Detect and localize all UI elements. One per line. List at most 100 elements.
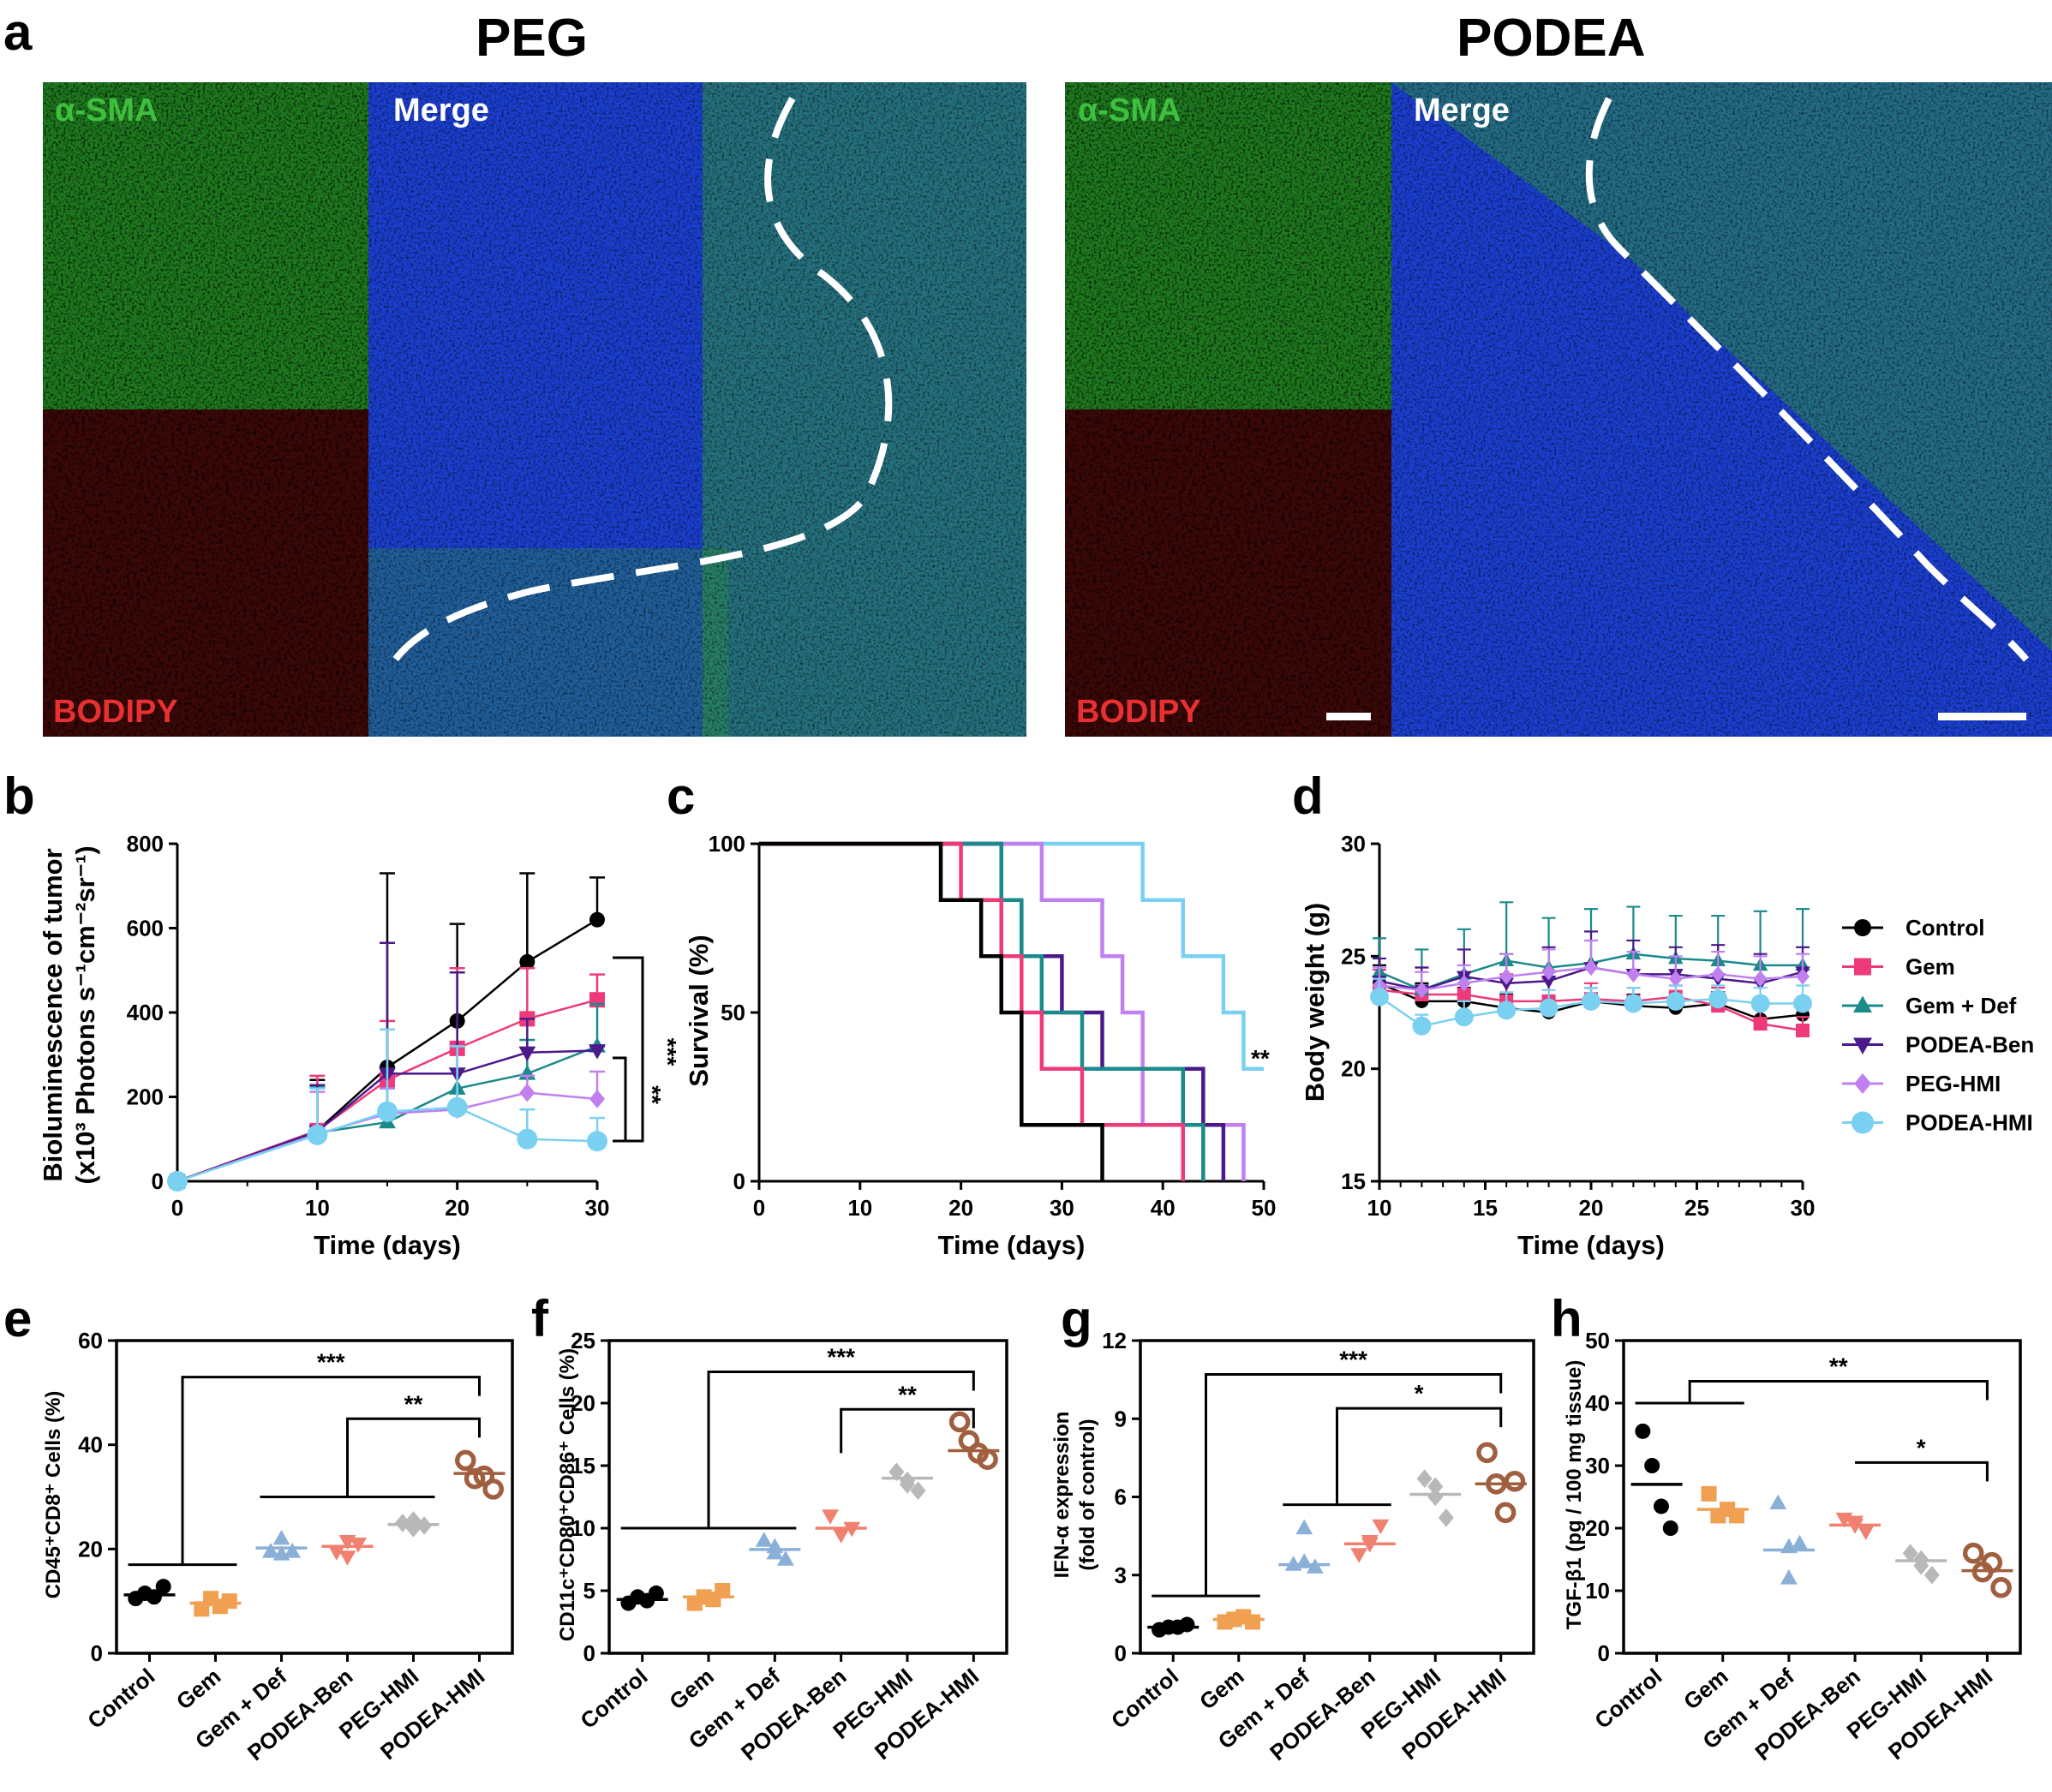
- d-point: [1753, 1017, 1768, 1031]
- f-point: [648, 1585, 664, 1601]
- b-series-line: [176, 1049, 598, 1183]
- h-point: [1990, 1577, 2012, 1598]
- b-point: [446, 1096, 468, 1118]
- d-point: [1753, 971, 1768, 988]
- b-x-tick-label: 0: [171, 1195, 183, 1221]
- e-point: [482, 1478, 505, 1500]
- e-x-tick-label: Control: [82, 1664, 159, 1734]
- panel-letter-a: a: [3, 3, 33, 61]
- f-point: [777, 1550, 794, 1566]
- d-point: [1497, 1001, 1517, 1020]
- f-group-gem-def: [749, 1532, 801, 1566]
- d-point: [1796, 1024, 1810, 1038]
- g-significance-inner: *: [1415, 1380, 1424, 1407]
- g-point: [1427, 1477, 1444, 1496]
- e-x-tick-label: Gem: [171, 1664, 226, 1715]
- e-significance-inner: **: [404, 1390, 423, 1417]
- c-survival-podea-hmi: [759, 841, 1264, 1072]
- b-point: [518, 1046, 536, 1062]
- b-point: [517, 1128, 538, 1150]
- f-point: [822, 1509, 839, 1525]
- e-point: [262, 1543, 279, 1558]
- g-point: [1476, 1442, 1498, 1464]
- peg-merge-label: Merge: [393, 93, 489, 128]
- e-point: [464, 1467, 486, 1490]
- f-y-tick-label: 15: [571, 1453, 595, 1478]
- legend-marker-podea-hmi: [1852, 1111, 1874, 1134]
- f-point: [977, 1449, 998, 1470]
- h-y-tick-label: 10: [1585, 1578, 1610, 1604]
- d-point: [1584, 959, 1598, 977]
- e-group-gem: [189, 1591, 242, 1617]
- b-point: [307, 1124, 328, 1145]
- f-y-tick-label: 25: [571, 1328, 595, 1353]
- e-group-peg-hmi: [387, 1511, 440, 1538]
- d-x-tick-label: 15: [1473, 1195, 1498, 1221]
- h-group-podea-hmi: [1961, 1542, 2013, 1598]
- b-bracket-inner: [613, 1056, 627, 1141]
- d-point: [1750, 994, 1770, 1013]
- legend-marker-gem-def: [1853, 995, 1872, 1012]
- legend-label-control: Control: [1905, 915, 1984, 941]
- h-point: [1635, 1423, 1651, 1439]
- g-point: [1306, 1558, 1324, 1574]
- h-point: [1701, 1485, 1717, 1502]
- podea-red-label: BODIPY: [1076, 694, 1201, 730]
- e-point: [221, 1593, 237, 1610]
- d-point: [1539, 998, 1558, 1018]
- c-survival-podea-ben: [759, 841, 1226, 1181]
- d-y-tick-label: 15: [1341, 1168, 1366, 1194]
- e-point: [455, 1449, 476, 1472]
- g-y-tick-label: 6: [1115, 1484, 1127, 1510]
- h-point: [1962, 1542, 1984, 1564]
- f-bracket-inner: [840, 1407, 975, 1454]
- e-point: [338, 1550, 356, 1566]
- podea-merge-label: Merge: [1414, 93, 1510, 128]
- peg-red-label: BODIPY: [53, 694, 178, 730]
- micrograph-podea: α-SMA Merge BODIPY: [1065, 82, 2052, 737]
- g-point: [1244, 1614, 1260, 1630]
- h-bracket-outer: [1688, 1379, 1989, 1403]
- e-significance-outer: ***: [317, 1349, 345, 1376]
- g-significance-outer: ***: [1339, 1347, 1367, 1373]
- f-bracket-outer: [707, 1371, 975, 1528]
- d-y-axis-title: Body weight (g): [1300, 903, 1330, 1102]
- g-point: [1295, 1553, 1313, 1568]
- f-point: [832, 1528, 850, 1544]
- d-point: [1415, 982, 1429, 999]
- c-significance: **: [1251, 1045, 1270, 1072]
- d-point: [1457, 975, 1471, 992]
- d-point: [1666, 991, 1685, 1011]
- c-y-tick-label: 0: [733, 1168, 745, 1194]
- c-x-tick-label: 20: [948, 1195, 973, 1221]
- h-point: [1981, 1551, 2003, 1574]
- g-y-title-line2: (fold of control): [1076, 1419, 1099, 1570]
- panel-letter-h: h: [1551, 1290, 1582, 1347]
- f-point: [755, 1532, 773, 1547]
- h-point: [1913, 1556, 1929, 1575]
- f-plot-frame: [607, 1339, 1008, 1655]
- f-group-podea-hmi: [948, 1411, 1000, 1470]
- b-x-axis-title: Time (days): [314, 1230, 461, 1260]
- b-y-title-line1: Bioluminescence of tumor: [38, 848, 68, 1181]
- g-group-gem: [1212, 1609, 1265, 1630]
- legend-label-podea-hmi: PODEA-HMI: [1905, 1110, 2033, 1136]
- g-point: [1295, 1519, 1313, 1535]
- g-y-title-line1: IFN-α expression: [1050, 1412, 1074, 1579]
- g-point: [1372, 1519, 1390, 1535]
- legend-marker-control: [1854, 919, 1871, 936]
- h-point: [1769, 1494, 1787, 1509]
- legend-label-gem-def: Gem + Def: [1905, 993, 2017, 1018]
- c-survival-gem: [759, 841, 1186, 1181]
- h-y-tick-label: 20: [1585, 1515, 1610, 1541]
- f-point: [910, 1481, 926, 1500]
- g-bracket-inner: [1336, 1407, 1503, 1505]
- h-point: [1728, 1508, 1744, 1524]
- h-y-axis-title: TGF-β1 (pg / 100 mg tissue): [1563, 1360, 1586, 1630]
- f-point: [715, 1583, 731, 1598]
- f-y-tick-label: 5: [583, 1578, 595, 1604]
- e-point: [272, 1529, 290, 1545]
- b-point: [167, 1171, 188, 1192]
- b-y-axis-title: Bioluminescence of tumor(x10³ Photons s⁻…: [38, 845, 100, 1184]
